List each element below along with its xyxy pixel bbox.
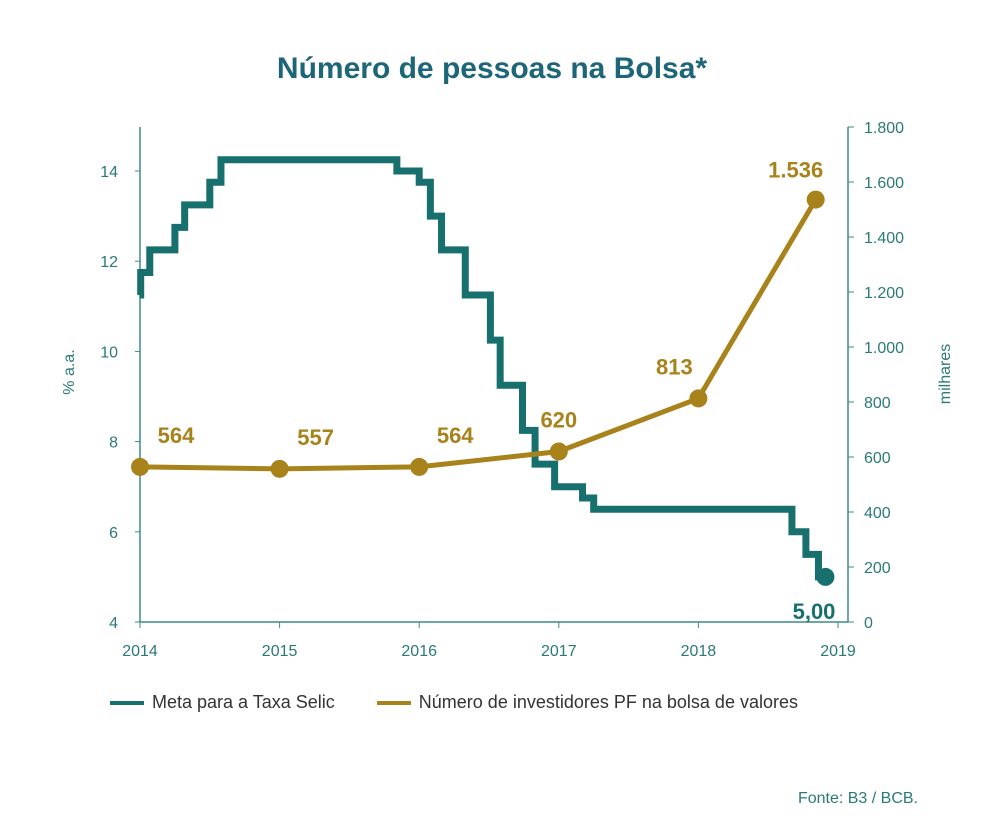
investors-marker xyxy=(806,190,825,209)
x-tick-label: 2014 xyxy=(122,643,158,660)
x-tick-label: 2017 xyxy=(541,643,577,660)
y-right-axis-label: milhares xyxy=(937,344,954,404)
y-right-tick-label: 600 xyxy=(864,450,891,467)
y-left-tick-label: 14 xyxy=(100,164,118,181)
investors-data-label: 1.536 xyxy=(768,158,823,183)
x-tick-label: 2015 xyxy=(262,643,298,660)
y-right-tick-label: 1.400 xyxy=(864,230,904,247)
selic-step-line xyxy=(137,156,826,581)
y-left-tick-label: 12 xyxy=(100,254,118,271)
source-note: Fonte: B3 / BCB. xyxy=(797,790,918,807)
investors-line xyxy=(139,198,818,472)
y-right-tick-label: 800 xyxy=(864,395,891,412)
legend-label-investors: Número de investidores PF na bolsa de va… xyxy=(418,692,798,712)
investors-marker xyxy=(549,442,568,461)
y-right-tick-label: 200 xyxy=(864,560,891,577)
legend-swatch-investors xyxy=(376,700,411,705)
legend-item-selic: Meta para a Taxa Selic xyxy=(110,692,335,713)
y-left-tick-label: 8 xyxy=(109,435,118,452)
investors-data-label: 620 xyxy=(540,408,577,433)
x-tick-label: 2019 xyxy=(820,643,856,660)
y-left-tick-label: 10 xyxy=(100,344,118,361)
y-right-tick-label: 1.600 xyxy=(864,175,904,192)
x-tick-label: 2016 xyxy=(401,643,437,660)
investors-data-label: 564 xyxy=(437,423,474,448)
legend: Meta para a Taxa Selic Número de investi… xyxy=(110,692,798,713)
y-right-tick-label: 400 xyxy=(864,505,891,522)
y-right-tick-label: 1.200 xyxy=(864,285,904,302)
investors-marker xyxy=(689,389,708,408)
y-right-tick-label: 1.800 xyxy=(864,120,904,137)
y-right-tick-label: 0 xyxy=(864,615,873,632)
y-left-tick-label: 6 xyxy=(109,525,118,542)
investors-marker xyxy=(410,457,429,476)
selic-end-marker xyxy=(816,567,835,586)
legend-item-investors: Número de investidores PF na bolsa de va… xyxy=(376,692,798,713)
chart-title: Número de pessoas na Bolsa* xyxy=(276,52,708,85)
investors-marker xyxy=(270,459,289,478)
x-tick-label: 2018 xyxy=(681,643,717,660)
y-left-tick-label: 4 xyxy=(109,615,118,632)
investors-data-label: 557 xyxy=(297,425,334,450)
investors-data-label: 564 xyxy=(158,423,195,448)
legend-label-selic: Meta para a Taxa Selic xyxy=(152,692,335,712)
selic-end-label: 5,00 xyxy=(793,599,836,624)
investors-marker xyxy=(131,457,149,476)
y-right-tick-label: 1.000 xyxy=(864,340,904,357)
investors-data-label: 813 xyxy=(656,354,693,379)
y-left-axis-label: % a.a. xyxy=(61,349,78,394)
legend-swatch-selic xyxy=(110,700,144,705)
